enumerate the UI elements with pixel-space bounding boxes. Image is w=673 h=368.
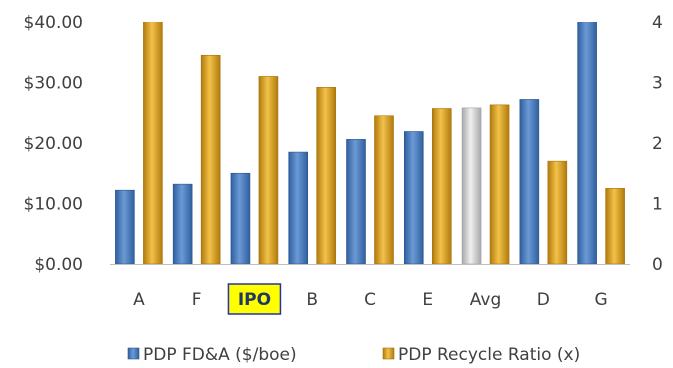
category-label-c: C xyxy=(364,290,376,310)
right-axis-ticks: 0 1 2 3 4 xyxy=(652,13,663,275)
legend-swatch-recycle-ratio xyxy=(382,347,395,360)
category-label-e: E xyxy=(422,290,433,310)
category-label-avg: Avg xyxy=(470,290,502,310)
bar-fda-e xyxy=(403,131,424,265)
category-label-ipo: IPO xyxy=(238,290,271,310)
right-axis-tick-label: 2 xyxy=(652,134,663,154)
bar-fda-a xyxy=(115,189,135,265)
bar-fda-b xyxy=(288,151,309,265)
bar-fda-f xyxy=(172,183,193,265)
bar-recycle-ratio-avg xyxy=(489,104,510,265)
category-label-d: D xyxy=(537,290,550,310)
bar-fda-g xyxy=(577,22,597,265)
bar-fda-c xyxy=(346,139,366,265)
left-axis-tick-label: $40.00 xyxy=(24,13,83,33)
bar-recycle-ratio-c xyxy=(374,115,394,265)
bar-fda-avg xyxy=(461,107,482,265)
bar-recycle-ratio-b xyxy=(316,87,337,265)
left-axis-tick-label: $30.00 xyxy=(24,74,83,94)
bar-fda-ipo xyxy=(230,172,251,265)
right-axis-tick-label: 0 xyxy=(652,255,663,275)
bar-recycle-ratio-e xyxy=(431,108,452,265)
legend-swatch-fda xyxy=(127,347,140,360)
category-label-b: B xyxy=(306,290,318,310)
category-label-g: G xyxy=(595,290,608,310)
legend-label-recycle-ratio: PDP Recycle Ratio (x) xyxy=(398,345,580,365)
bar-fda-d xyxy=(519,99,540,265)
bar-recycle-ratio-d xyxy=(547,160,568,265)
bar-recycle-ratio-f xyxy=(200,54,221,265)
left-axis-tick-label: $0.00 xyxy=(34,255,83,275)
bar-recycle-ratio-a xyxy=(143,22,163,265)
legend: PDP FD&A ($/boe) PDP Recycle Ratio (x) xyxy=(127,345,580,365)
category-label-a: A xyxy=(133,290,145,310)
legend-label-fda: PDP FD&A ($/boe) xyxy=(143,345,297,365)
right-axis-tick-label: 4 xyxy=(652,13,663,33)
bar-recycle-ratio-ipo xyxy=(258,76,279,265)
highlight-box xyxy=(227,283,282,315)
right-axis-tick-label: 3 xyxy=(652,74,663,94)
category-label-f: F xyxy=(192,290,202,310)
left-axis-tick-label: $10.00 xyxy=(24,195,83,215)
category-labels: A F IPO B C E Avg D G xyxy=(133,283,608,315)
bar-series xyxy=(115,22,625,265)
right-axis-tick-label: 1 xyxy=(652,195,663,215)
left-axis-tick-label: $20.00 xyxy=(24,134,83,154)
bar-recycle-ratio-g xyxy=(605,188,625,265)
left-axis-ticks: $0.00 $10.00 $20.00 $30.00 $40.00 xyxy=(24,13,83,275)
